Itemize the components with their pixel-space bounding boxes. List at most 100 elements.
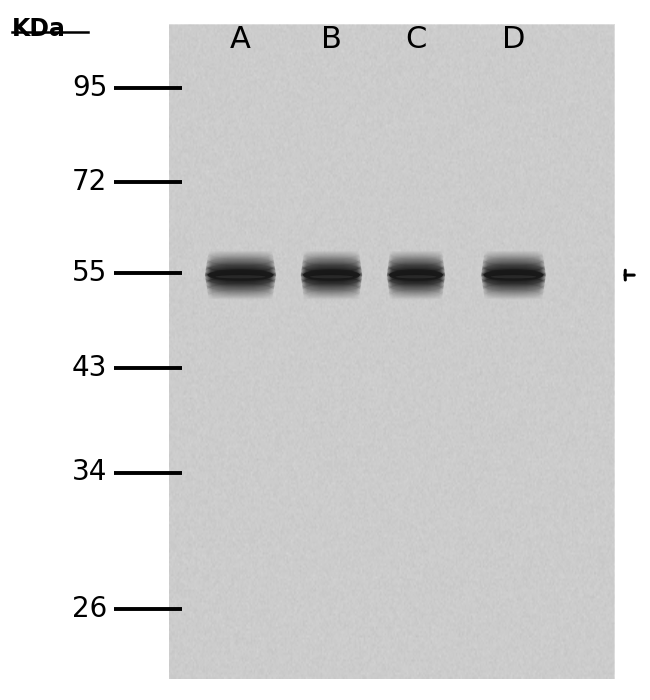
Ellipse shape: [205, 273, 276, 276]
Ellipse shape: [205, 278, 276, 281]
Ellipse shape: [389, 256, 443, 258]
Ellipse shape: [387, 272, 445, 274]
Ellipse shape: [484, 291, 543, 293]
Ellipse shape: [301, 270, 362, 272]
Ellipse shape: [387, 281, 445, 284]
Ellipse shape: [301, 278, 362, 281]
Ellipse shape: [302, 286, 361, 289]
Text: C: C: [406, 25, 426, 53]
Ellipse shape: [388, 283, 444, 285]
Ellipse shape: [206, 266, 275, 269]
Ellipse shape: [302, 285, 361, 288]
Ellipse shape: [389, 295, 443, 297]
Ellipse shape: [387, 270, 445, 272]
Ellipse shape: [389, 290, 443, 293]
Text: KDa: KDa: [12, 18, 66, 41]
Ellipse shape: [484, 253, 543, 256]
Ellipse shape: [483, 288, 544, 291]
Ellipse shape: [484, 252, 543, 254]
Ellipse shape: [482, 266, 545, 269]
Ellipse shape: [387, 281, 445, 283]
Ellipse shape: [389, 259, 443, 262]
Ellipse shape: [205, 276, 276, 278]
Ellipse shape: [389, 258, 443, 260]
Ellipse shape: [303, 291, 360, 293]
Ellipse shape: [206, 267, 275, 270]
Ellipse shape: [482, 281, 545, 284]
Text: 95: 95: [72, 74, 107, 102]
Ellipse shape: [389, 293, 443, 296]
Ellipse shape: [483, 260, 544, 262]
Ellipse shape: [482, 264, 545, 266]
Ellipse shape: [205, 279, 276, 281]
Ellipse shape: [206, 281, 275, 284]
Ellipse shape: [387, 279, 445, 281]
Ellipse shape: [302, 288, 361, 290]
Ellipse shape: [484, 256, 543, 258]
Ellipse shape: [388, 261, 444, 264]
Ellipse shape: [304, 253, 359, 256]
Ellipse shape: [208, 295, 273, 297]
Ellipse shape: [481, 276, 546, 278]
Ellipse shape: [301, 274, 362, 277]
Ellipse shape: [491, 275, 536, 279]
Ellipse shape: [482, 265, 545, 267]
Ellipse shape: [482, 278, 545, 281]
Ellipse shape: [207, 270, 274, 281]
Ellipse shape: [389, 288, 443, 291]
Ellipse shape: [206, 283, 275, 285]
Ellipse shape: [302, 262, 361, 265]
Ellipse shape: [304, 293, 359, 296]
Ellipse shape: [301, 271, 362, 274]
Ellipse shape: [205, 274, 276, 277]
Ellipse shape: [482, 262, 545, 265]
Ellipse shape: [484, 257, 543, 259]
Text: 55: 55: [72, 259, 107, 287]
Ellipse shape: [389, 252, 443, 254]
Ellipse shape: [388, 262, 444, 265]
Ellipse shape: [395, 275, 437, 279]
Ellipse shape: [303, 259, 360, 262]
Ellipse shape: [207, 260, 274, 262]
Ellipse shape: [207, 286, 274, 289]
Ellipse shape: [301, 273, 362, 276]
Ellipse shape: [208, 253, 273, 256]
Bar: [169, 25, 614, 679]
Ellipse shape: [387, 273, 445, 276]
Ellipse shape: [387, 271, 445, 274]
Ellipse shape: [206, 265, 275, 267]
Ellipse shape: [205, 272, 276, 274]
Ellipse shape: [302, 260, 361, 262]
Ellipse shape: [304, 252, 359, 254]
Ellipse shape: [304, 295, 359, 297]
Ellipse shape: [482, 271, 545, 274]
Ellipse shape: [387, 267, 445, 270]
Ellipse shape: [206, 284, 275, 286]
Text: A: A: [230, 25, 251, 53]
Ellipse shape: [484, 296, 543, 298]
Ellipse shape: [387, 269, 445, 271]
Ellipse shape: [207, 285, 274, 288]
Ellipse shape: [302, 266, 361, 269]
Ellipse shape: [482, 283, 545, 285]
Ellipse shape: [484, 254, 543, 257]
Ellipse shape: [206, 281, 275, 283]
Ellipse shape: [303, 290, 360, 293]
Ellipse shape: [387, 266, 445, 269]
Ellipse shape: [302, 269, 361, 271]
Ellipse shape: [482, 269, 545, 271]
Text: 43: 43: [72, 354, 107, 382]
Ellipse shape: [302, 261, 361, 264]
Ellipse shape: [482, 285, 545, 288]
Ellipse shape: [483, 286, 544, 289]
Ellipse shape: [207, 288, 274, 291]
Ellipse shape: [301, 272, 362, 274]
Ellipse shape: [302, 283, 361, 285]
Ellipse shape: [207, 256, 274, 258]
Ellipse shape: [208, 297, 273, 300]
Ellipse shape: [481, 274, 546, 277]
Ellipse shape: [389, 260, 443, 262]
Ellipse shape: [483, 258, 544, 260]
Ellipse shape: [481, 273, 546, 276]
Ellipse shape: [387, 278, 445, 281]
